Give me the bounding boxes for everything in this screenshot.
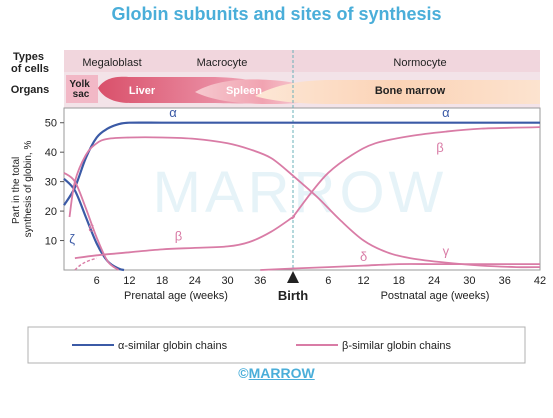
cell-type-macrocyte: Macrocyte [197, 57, 248, 69]
prenatal-axis-label: Prenatal age (weeks) [124, 290, 228, 302]
y-axis-label-line1: Part in the total [11, 157, 22, 224]
y-tick-label: 20 [45, 206, 57, 218]
postnatal-tick-label: 18 [393, 275, 405, 287]
y-axis-label-line2: synthesis of globin, % [23, 141, 34, 238]
cell-type-band [64, 50, 540, 72]
series-label: γ [443, 243, 450, 258]
footer-brand: ©MARROW [0, 365, 553, 381]
figure-title: Globin subunits and sites of synthesis [111, 4, 442, 24]
brand-name: MARROW [248, 365, 315, 381]
organ-bone-marrow-shape [255, 80, 540, 104]
prenatal-tick-label: 36 [254, 275, 266, 287]
organ-label-spleen: Spleen [226, 85, 262, 97]
series-label: β [175, 229, 182, 244]
series-line-alpha [63, 121, 540, 206]
prenatal-tick-label: 18 [156, 275, 168, 287]
postnatal-axis-label: Postnatal age (weeks) [381, 290, 490, 302]
series-line-beta [260, 263, 540, 271]
birth-label: Birth [278, 288, 308, 303]
series-labels: α α ζ γ ε β β δ [69, 105, 450, 264]
series-label: ε [88, 220, 94, 235]
x-axis-ticks: 6 12 18 24 30 36 6 12 18 24 30 36 42 [94, 275, 546, 287]
organ-label-yolk-sac-line1: Yolk [69, 79, 90, 90]
postnatal-tick-label: 24 [428, 275, 440, 287]
postnatal-tick-label: 36 [499, 275, 511, 287]
y-tick-label: 10 [45, 236, 57, 248]
series-line-beta [74, 126, 541, 260]
row-label-organs: Organs [11, 84, 50, 96]
organ-label-liver: Liver [129, 85, 156, 97]
series-label: ζ [69, 231, 75, 246]
prenatal-tick-label: 24 [189, 275, 201, 287]
row-label-types-line2: of cells [11, 63, 49, 75]
row-label-types: Types of cells [11, 51, 49, 75]
postnatal-tick-label: 42 [534, 275, 546, 287]
y-axis-label: Part in the total synthesis of globin, % [11, 141, 34, 238]
y-tick-label: 30 [45, 177, 57, 189]
organ-label-yolk-sac: Yolk sac [69, 79, 92, 100]
series-line-alpha [63, 177, 125, 272]
series-line-beta [63, 172, 120, 271]
organ-label-yolk-sac-line2: sac [73, 89, 90, 100]
series-label: α [169, 105, 177, 120]
postnatal-tick-label: 30 [463, 275, 475, 287]
series-line-beta [68, 136, 541, 269]
plot-frame [63, 107, 541, 271]
y-tick-label: 50 [45, 118, 57, 130]
postnatal-tick-label: 6 [325, 275, 331, 287]
series-label: α [442, 105, 450, 120]
series-label: β [436, 140, 443, 155]
series-label: δ [360, 249, 367, 264]
prenatal-tick-label: 30 [221, 275, 233, 287]
cell-type-megaloblast: Megaloblast [82, 57, 141, 69]
cell-type-normocyte: Normocyte [393, 57, 446, 69]
prenatal-tick-label: 12 [123, 275, 135, 287]
prenatal-tick-label: 6 [94, 275, 100, 287]
y-tick-label: 40 [45, 147, 57, 159]
row-label-types-line1: Types [13, 51, 44, 63]
organ-yolk-sac-shape [66, 75, 98, 103]
birth-arrow-icon [287, 271, 299, 283]
copyright-symbol: © [238, 365, 249, 381]
organ-label-bone-marrow: Bone marrow [375, 85, 446, 97]
series-line-beta-dashed [74, 257, 97, 271]
legend-beta-label: β-similar globin chains [342, 340, 452, 352]
y-axis-ticks: 10 20 30 40 50 [45, 118, 64, 248]
postnatal-tick-label: 12 [357, 275, 369, 287]
series-lines [63, 121, 541, 272]
legend-alpha-label: α-similar globin chains [118, 340, 228, 352]
watermark: MARROW [153, 160, 448, 225]
